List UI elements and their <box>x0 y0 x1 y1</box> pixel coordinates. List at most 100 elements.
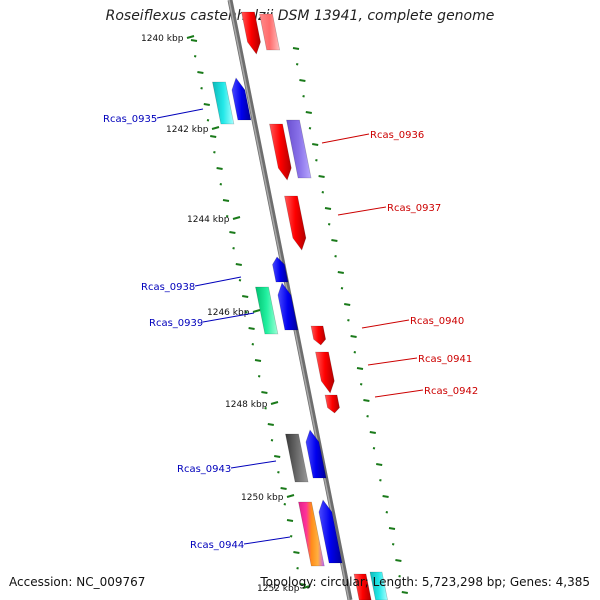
tick-mark <box>312 143 319 146</box>
reverse-gene-label: Rcas_0939 <box>149 318 203 329</box>
tick-mark <box>369 431 376 434</box>
tick-mark <box>211 126 220 130</box>
tick-mark <box>235 263 242 266</box>
tick-mark <box>299 79 306 82</box>
tick-mark <box>292 47 300 50</box>
tick-mark <box>305 111 312 114</box>
genome-stats-text: Topology: circular; Length: 5,723,298 bp… <box>260 575 590 589</box>
tick-mark <box>286 494 295 498</box>
tick-mark <box>248 327 255 330</box>
kbp-tick-label: 1250 kbp <box>241 493 284 503</box>
reverse-gene-label: Rcas_0938 <box>141 282 195 293</box>
tick-mark <box>206 119 210 122</box>
label-leader-line <box>321 133 370 144</box>
reverse-gene-label: Rcas_0943 <box>177 464 231 475</box>
tick-mark <box>350 335 357 338</box>
tick-mark <box>372 447 376 450</box>
tick-mark <box>385 511 389 514</box>
tick-mark <box>251 343 255 346</box>
tick-mark <box>222 199 230 202</box>
tick-mark <box>254 359 262 362</box>
tick-mark <box>232 247 235 250</box>
tick-mark <box>356 367 364 370</box>
tick-mark <box>252 309 261 313</box>
tick-mark <box>337 271 344 274</box>
tick-mark <box>395 559 402 562</box>
tick-mark <box>210 135 217 138</box>
tick-mark <box>264 407 267 410</box>
tick-mark <box>238 279 242 282</box>
tick-mark <box>344 303 351 306</box>
forward-gene-label: Rcas_0942 <box>424 386 478 397</box>
tick-mark <box>308 127 312 130</box>
gene-arrow <box>369 571 388 600</box>
kbp-tick-label: 1240 kbp <box>141 34 184 44</box>
gene-arrow <box>305 429 327 479</box>
forward-gene-label: Rcas_0936 <box>370 130 424 141</box>
tick-mark <box>245 311 248 314</box>
tick-mark <box>398 575 401 578</box>
tick-mark <box>327 223 331 226</box>
tick-mark <box>324 207 332 210</box>
tick-mark <box>321 191 325 194</box>
tick-mark <box>388 527 396 530</box>
tick-mark <box>295 63 299 66</box>
gene-arrow <box>255 286 279 335</box>
tick-mark <box>315 159 318 162</box>
gene-arrow <box>286 119 312 179</box>
tick-mark <box>277 471 280 474</box>
label-leader-line <box>194 276 242 287</box>
tick-mark <box>270 401 279 405</box>
gene-arrow <box>324 394 340 414</box>
tick-mark <box>296 567 299 570</box>
tick-mark <box>274 455 281 458</box>
tick-mark <box>280 487 287 490</box>
tick-mark <box>257 375 261 378</box>
tick-mark <box>359 383 363 386</box>
tick-mark <box>213 151 216 154</box>
tick-mark <box>190 39 198 42</box>
tick-mark <box>216 167 223 170</box>
forward-gene-label: Rcas_0940 <box>410 316 464 327</box>
kbp-tick-label: 1246 kbp <box>207 308 250 318</box>
tick-mark <box>391 543 395 546</box>
tick-mark <box>347 319 350 322</box>
tick-mark <box>302 95 305 98</box>
tick-mark <box>363 399 370 402</box>
gene-arrow <box>241 11 261 55</box>
label-leader-line <box>337 206 387 216</box>
gene-arrow <box>272 256 289 283</box>
gene-arrow <box>212 81 235 125</box>
tick-mark <box>232 216 241 220</box>
kbp-tick-label: 1252 kbp <box>257 584 300 594</box>
tick-mark <box>366 415 369 418</box>
gene-arrow <box>318 499 343 564</box>
tick-mark <box>401 591 408 594</box>
forward-gene-label: Rcas_0941 <box>418 354 472 365</box>
tick-mark <box>219 183 223 186</box>
tick-mark <box>376 463 383 466</box>
tick-mark <box>334 255 337 258</box>
tick-mark <box>270 439 274 442</box>
tick-mark <box>286 519 294 522</box>
label-leader-line <box>367 357 418 366</box>
tick-mark <box>382 495 389 498</box>
tick-mark <box>379 479 382 482</box>
map-title: Roseiflexus castenholzii DSM 13941, comp… <box>105 8 495 24</box>
tick-mark <box>242 295 249 298</box>
gene-arrow <box>269 123 292 181</box>
kbp-tick-label: 1248 kbp <box>225 400 268 410</box>
label-leader-line <box>156 108 204 119</box>
gene-arrow <box>277 282 299 331</box>
gene-arrow <box>298 501 325 567</box>
tick-mark <box>186 35 195 39</box>
forward-gene-label: Rcas_0937 <box>387 203 441 214</box>
tick-mark <box>331 239 338 242</box>
accession-text: Accession: NC_009767 <box>9 575 146 589</box>
label-leader-line <box>243 536 291 545</box>
kbp-tick-label: 1244 kbp <box>187 215 230 225</box>
label-leader-line <box>202 312 255 323</box>
gene-arrow <box>231 77 252 121</box>
tick-mark <box>283 503 287 506</box>
